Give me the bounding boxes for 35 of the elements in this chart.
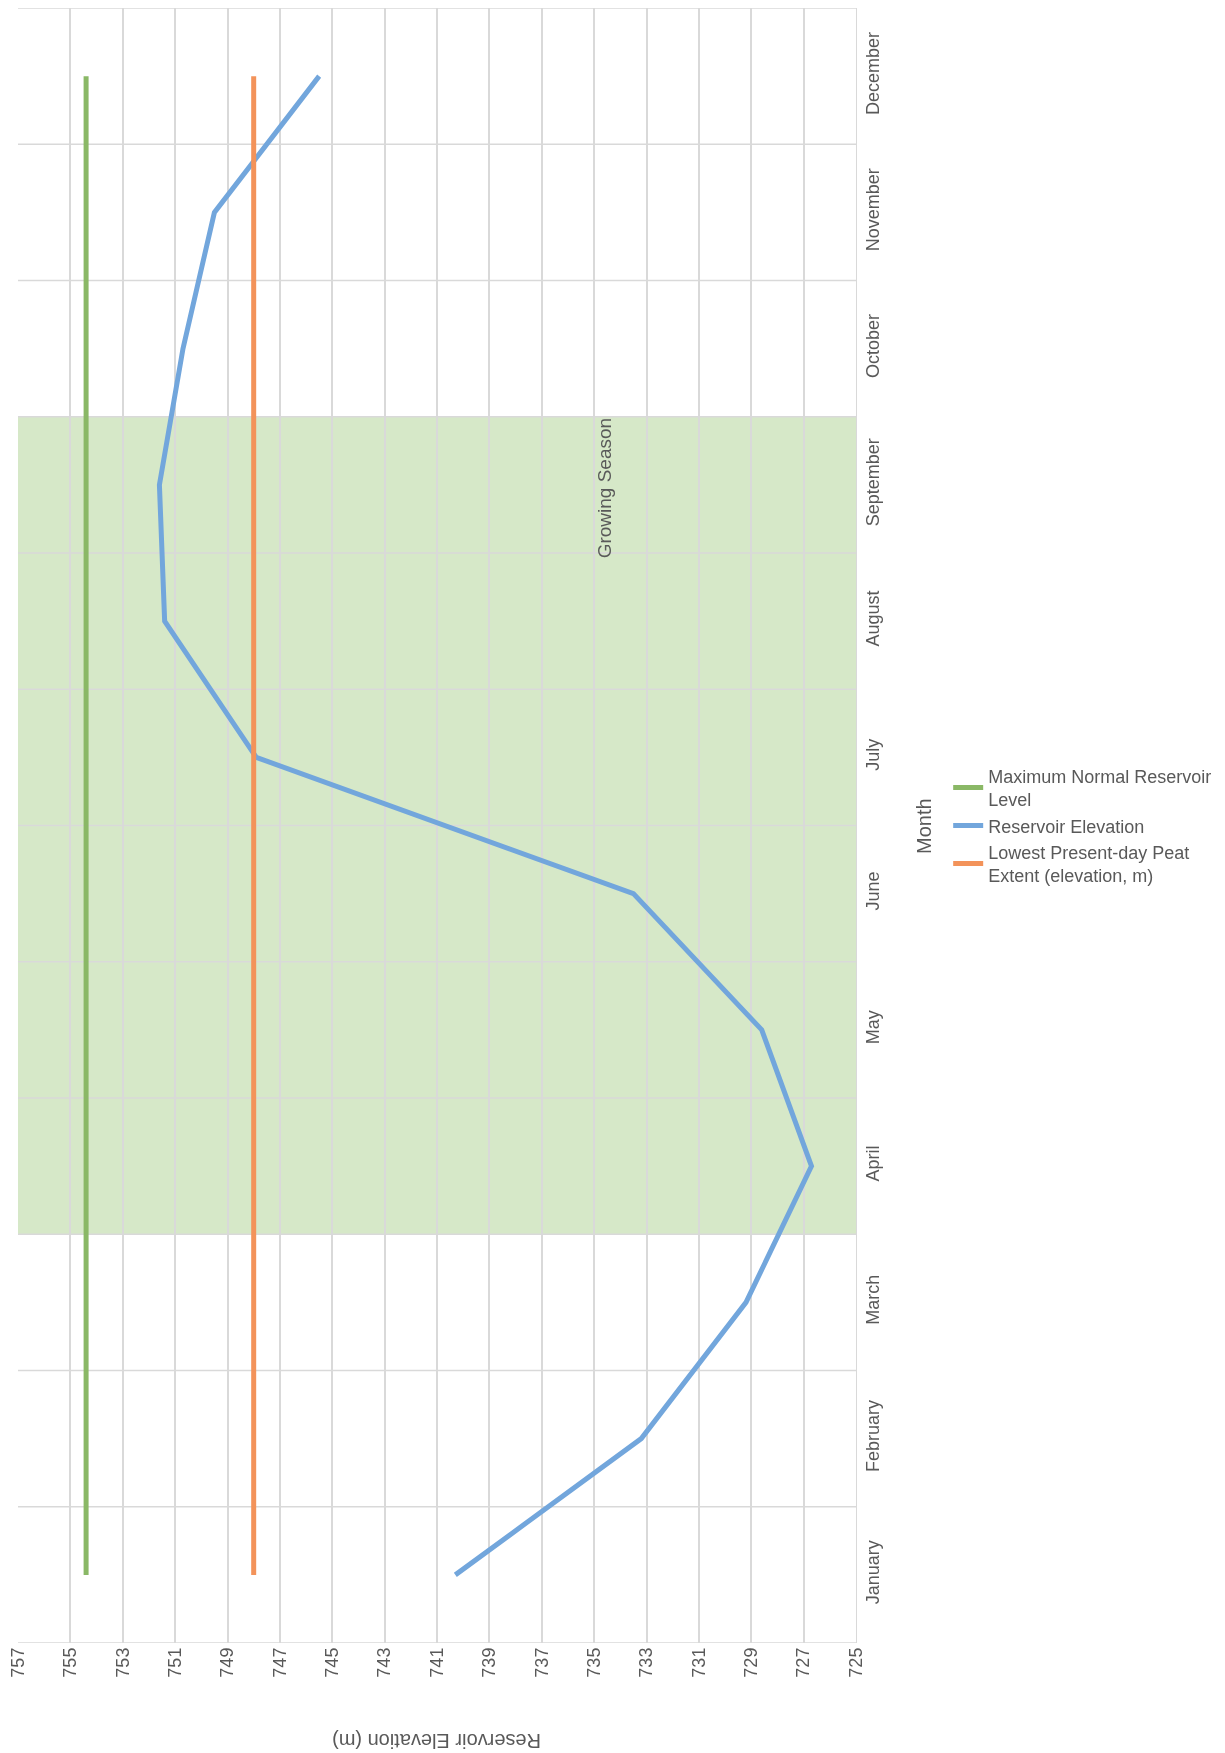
- x-tick-label: 737: [531, 1647, 552, 1678]
- y-tick-label: January: [862, 1540, 883, 1605]
- y-tick-label: September: [862, 438, 883, 527]
- x-tick-label: 753: [112, 1647, 133, 1678]
- y-tick-label: May: [862, 1010, 883, 1045]
- y-tick-label: July: [862, 738, 883, 771]
- x-tick-label: 739: [479, 1647, 500, 1678]
- y-tick-label: October: [862, 313, 883, 378]
- legend-label: Lowest Present-day Peat Extent (elevation, m): [988, 842, 1190, 887]
- x-tick-label: 729: [741, 1647, 762, 1678]
- y-tick-label: November: [862, 168, 883, 252]
- x-tick-label: 755: [60, 1647, 81, 1678]
- x-tick-label: 727: [793, 1647, 814, 1678]
- y-tick-label: December: [862, 31, 883, 115]
- y-tick-label: August: [862, 590, 883, 647]
- x-tick-label: 747: [269, 1647, 290, 1678]
- x-axis-title: Reservoir Elevation (m): [332, 1730, 541, 1753]
- x-tick-label: 731: [688, 1647, 709, 1678]
- y-axis-title: Month: [912, 798, 935, 854]
- x-tick-label: 733: [636, 1647, 657, 1678]
- x-tick-label: 741: [426, 1647, 447, 1678]
- x-tick-label: 757: [7, 1647, 28, 1678]
- y-tick-label: February: [862, 1399, 883, 1472]
- x-tick-label: 725: [845, 1647, 866, 1678]
- x-tick-label: 749: [217, 1647, 238, 1678]
- legend-label: Maximum Normal Reservoir Level: [988, 766, 1212, 811]
- x-tick-label: 751: [164, 1647, 185, 1678]
- y-tick-label: April: [862, 1145, 883, 1182]
- x-tick-label: 735: [583, 1647, 604, 1678]
- legend-label: Reservoir Elevation: [988, 816, 1145, 837]
- y-tick-label: June: [862, 871, 883, 911]
- y-tick-label: March: [862, 1274, 883, 1325]
- x-tick-label: 745: [322, 1647, 343, 1678]
- band-label: Growing Season: [593, 417, 615, 559]
- x-tick-label: 743: [374, 1647, 395, 1678]
